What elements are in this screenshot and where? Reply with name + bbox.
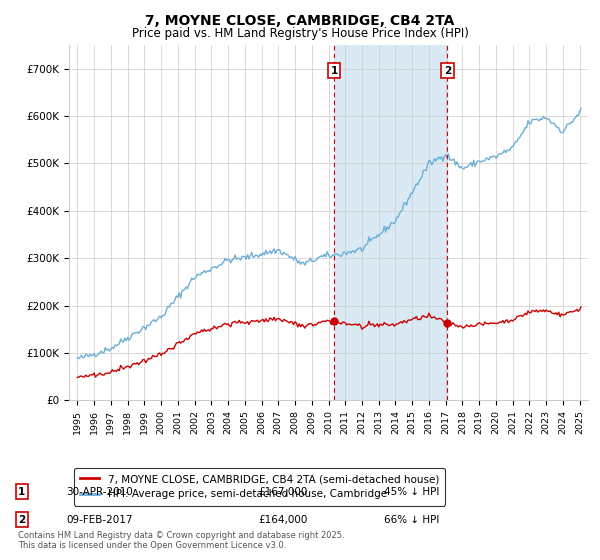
Text: 1: 1 — [18, 487, 25, 497]
Text: Price paid vs. HM Land Registry's House Price Index (HPI): Price paid vs. HM Land Registry's House … — [131, 27, 469, 40]
Legend: 7, MOYNE CLOSE, CAMBRIDGE, CB4 2TA (semi-detached house), HPI: Average price, se: 7, MOYNE CLOSE, CAMBRIDGE, CB4 2TA (semi… — [74, 468, 445, 506]
Text: 09-FEB-2017: 09-FEB-2017 — [66, 515, 133, 525]
Text: 1: 1 — [331, 66, 338, 76]
Bar — [334, 45, 448, 400]
Text: 2: 2 — [444, 66, 451, 76]
Text: 45% ↓ HPI: 45% ↓ HPI — [384, 487, 439, 497]
Text: 66% ↓ HPI: 66% ↓ HPI — [384, 515, 439, 525]
Text: 7, MOYNE CLOSE, CAMBRIDGE, CB4 2TA: 7, MOYNE CLOSE, CAMBRIDGE, CB4 2TA — [145, 14, 455, 28]
Text: Contains HM Land Registry data © Crown copyright and database right 2025.
This d: Contains HM Land Registry data © Crown c… — [18, 530, 344, 550]
Text: 30-APR-2010: 30-APR-2010 — [66, 487, 133, 497]
Text: £167,000: £167,000 — [258, 487, 307, 497]
Text: £164,000: £164,000 — [258, 515, 307, 525]
Text: 2: 2 — [18, 515, 25, 525]
